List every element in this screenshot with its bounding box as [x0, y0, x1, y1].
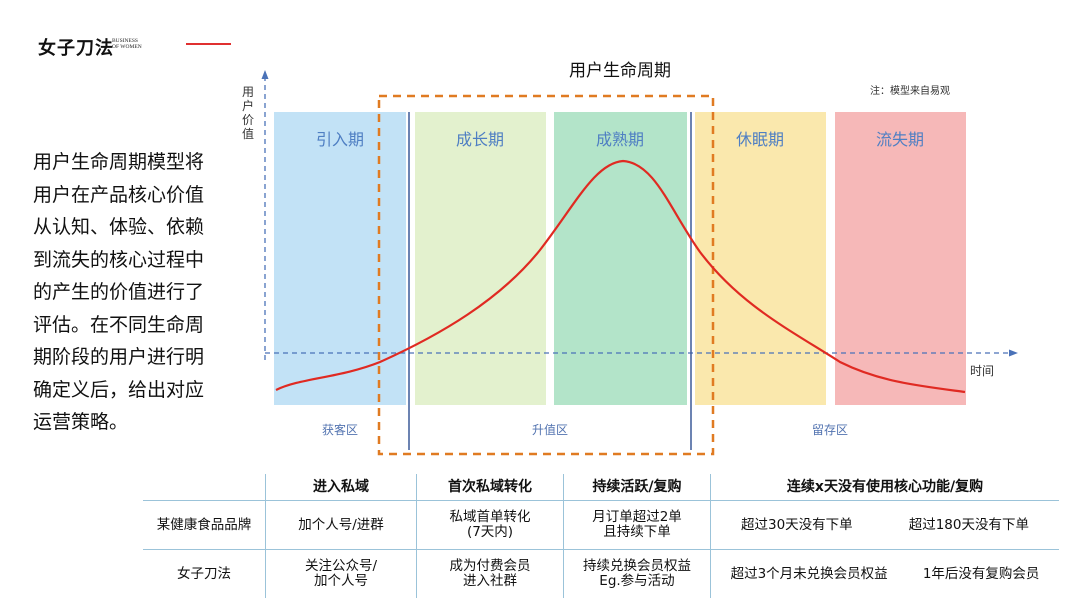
row-brand-name: 女子刀法: [177, 565, 231, 582]
cell-line: Eg.参与活动: [599, 573, 675, 589]
zone-label-upgrade: 升值区: [532, 422, 568, 437]
stage-bg-growth: [415, 112, 546, 405]
cell: 持续兑换会员权益 Eg.参与活动: [563, 549, 711, 598]
description-text: 用户生命周期模型将用户在产品核心价值从认知、体验、依赖到流失的核心过程中的产生的…: [33, 151, 205, 433]
cell-line: (7天内): [466, 524, 514, 540]
cell-part: 1年后没有复购会员: [922, 565, 1040, 582]
cell: 成为付费会员 进入社群: [416, 549, 564, 598]
x-axis-arrow: [1009, 349, 1018, 357]
operations-table: 进入私域 首次私域转化 持续活跃/复购 连续x天没有使用核心功能/复购 某健康食…: [143, 474, 1059, 598]
cell: 超过30天没有下单 超过180天没有下单: [710, 500, 1059, 550]
x-axis-label: 时间: [970, 364, 994, 378]
table-header-active: 持续活跃/复购: [563, 474, 711, 501]
stage-bg-churn: [835, 112, 966, 405]
cell-line: 且持续下单: [603, 524, 671, 540]
logo-accent-line: [186, 43, 231, 45]
stage-label-dormant: 休眠期: [736, 130, 784, 149]
row-brand-name: 某健康食品品牌: [143, 500, 266, 550]
table-row: 女子刀法 关注公众号/ 加个人号 成为付费会员 进入社群 持续兑换会员权益 Eg…: [143, 549, 1059, 598]
y-axis-label: 用 户 价 值: [242, 85, 258, 141]
cell-line: 月订单超过2单: [592, 509, 682, 525]
stage-bg-dormant: [695, 112, 826, 405]
stage-label-mature: 成熟期: [596, 130, 644, 149]
brand-logo: 女子刀法: [38, 38, 114, 59]
stage-label-growth: 成长期: [456, 130, 504, 149]
cell: 超过3个月未兑换会员权益 1年后没有复购会员: [710, 549, 1059, 598]
table-header-inactive: 连续x天没有使用核心功能/复购: [710, 474, 1059, 501]
table-header-empty: [143, 474, 266, 501]
highlight-dashed-box: [377, 94, 715, 456]
cell-line: 进入社群: [463, 573, 517, 589]
cell-line: 成为付费会员: [449, 558, 531, 574]
cell: 加个人号/进群: [265, 500, 417, 550]
cell-line: 私域首单转化: [449, 509, 531, 525]
stage-label-intro: 引入期: [316, 130, 364, 149]
lifecycle-curve: [275, 159, 966, 394]
logo-sub-line2: OF WOMEN: [112, 44, 142, 50]
lifecycle-diagram: 引入期 成长期 成熟期 休眠期 流失期 用 户 价 值 时间 获客区 升值区 留…: [242, 70, 1018, 456]
table-header-first-conversion: 首次私域转化: [416, 474, 564, 501]
table-header-enter: 进入私域: [265, 474, 417, 501]
stage-bg-mature: [554, 112, 687, 405]
stage-bg-intro: [274, 112, 406, 405]
cell-line: 持续兑换会员权益: [583, 558, 691, 574]
cell-line: 关注公众号/: [304, 558, 378, 574]
zone-label-retention: 留存区: [812, 423, 848, 437]
cell-line: 加个人号: [314, 573, 368, 589]
zone-label-acquisition: 获客区: [322, 422, 358, 437]
cell-part: 超过30天没有下单: [741, 516, 853, 533]
stage-label-churn: 流失期: [876, 130, 924, 149]
cell: 月订单超过2单 且持续下单: [563, 500, 711, 550]
table-header-row: 进入私域 首次私域转化 持续活跃/复购 连续x天没有使用核心功能/复购: [143, 474, 1059, 501]
cell-part: 超过3个月未兑换会员权益: [730, 565, 888, 582]
cell: 关注公众号/ 加个人号: [265, 549, 417, 598]
brand-logo-subtitle: BUSINESS OF WOMEN: [112, 38, 162, 50]
table-row: 某健康食品品牌 加个人号/进群 私域首单转化 (7天内) 月订单超过2单 且持续…: [143, 500, 1059, 550]
y-axis-arrow: [261, 70, 269, 79]
diagram-title: 用户生命周期: [569, 61, 671, 81]
diagram-source-note: 注：模型来自易观: [870, 86, 950, 97]
cell: 私域首单转化 (7天内): [416, 500, 564, 550]
logo-sub-line1: BUSINESS: [112, 38, 138, 44]
cell-part: 超过180天没有下单: [908, 516, 1029, 533]
